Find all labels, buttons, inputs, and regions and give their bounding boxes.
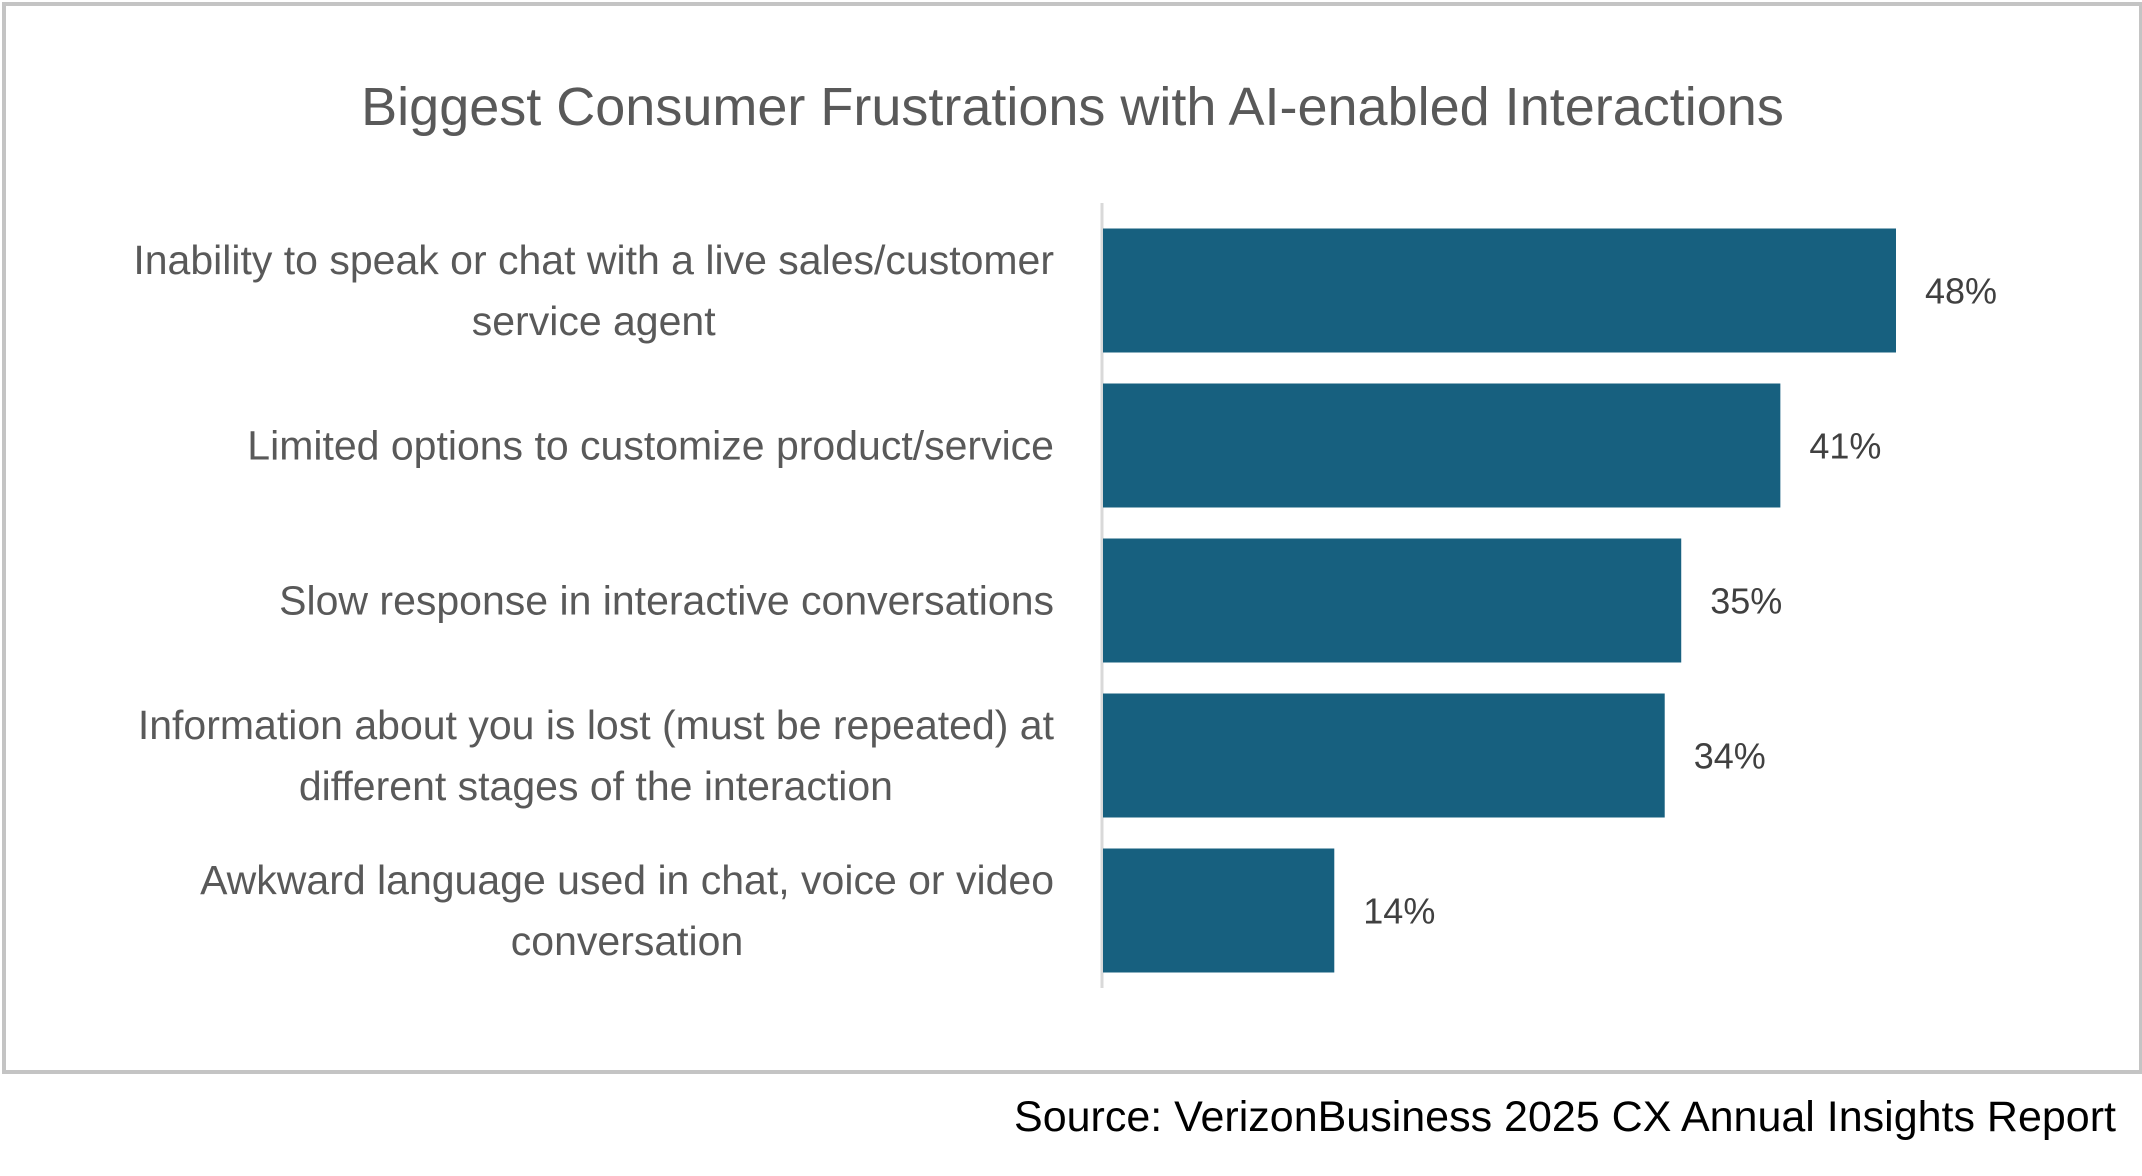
- bar-5: [1103, 848, 1335, 973]
- category-label-1: Inability to speak or chat with a live s…: [133, 237, 1054, 344]
- bar-chart: 48% Inability to speak or chat with a liv…: [133, 203, 1997, 988]
- bar-1: [1103, 228, 1896, 353]
- data-label-2: 41%: [1809, 426, 1881, 467]
- bar-2: [1103, 383, 1781, 508]
- data-label-1: 48%: [1925, 271, 1997, 312]
- data-label-3: 35%: [1710, 581, 1782, 622]
- category-label-5: Awkward language used in chat, voice or …: [200, 857, 1054, 964]
- bar-4: [1103, 693, 1665, 818]
- data-label-5: 14%: [1363, 891, 1435, 932]
- category-label-3: Slow response in interactive conversatio…: [279, 578, 1054, 624]
- data-label-4: 34%: [1694, 736, 1766, 777]
- chart-frame: Biggest Consumer Frustrations with AI-en…: [2, 2, 2142, 1074]
- category-label-4: Information about you is lost (must be r…: [138, 702, 1055, 809]
- category-label-2: Limited options to customize product/ser…: [247, 423, 1054, 469]
- chart-title: Biggest Consumer Frustrations with AI-en…: [361, 77, 1784, 137]
- source-note: Source: VerizonBusiness 2025 CX Annual I…: [1014, 1093, 2116, 1141]
- bar-3: [1103, 538, 1682, 663]
